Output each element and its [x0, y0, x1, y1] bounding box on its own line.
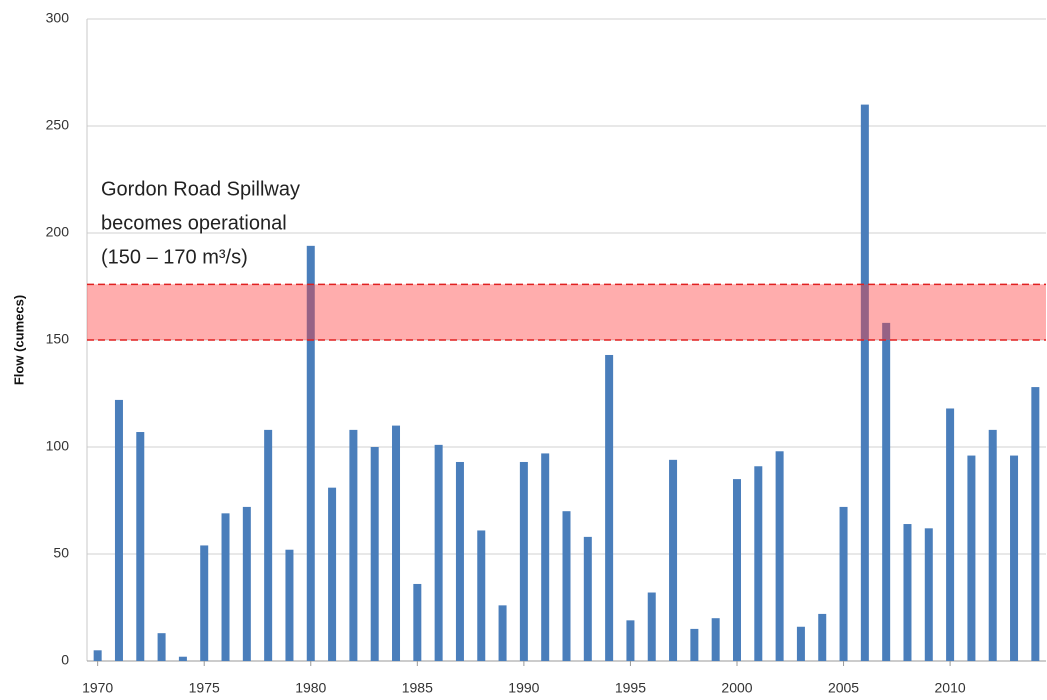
bar: [221, 513, 230, 661]
bar: [264, 429, 273, 661]
bar: [690, 628, 699, 661]
bar: [349, 429, 358, 661]
bar: [775, 451, 784, 661]
y-tick-label: 100: [46, 438, 70, 454]
bar: [1031, 387, 1040, 661]
x-tick-label: 1985: [402, 680, 433, 696]
bar: [626, 620, 635, 661]
bar: [178, 656, 187, 661]
bar: [157, 633, 166, 661]
bar: [455, 461, 464, 661]
bar: [647, 592, 656, 661]
x-tick-label: 2005: [828, 680, 859, 696]
bar: [669, 459, 678, 661]
bar: [541, 453, 550, 661]
x-tick-label: 2000: [721, 680, 752, 696]
bar: [583, 536, 592, 661]
bar: [711, 618, 720, 661]
y-tick-label: 150: [46, 331, 70, 347]
bar: [882, 322, 891, 661]
bar: [370, 447, 379, 661]
bar: [1010, 455, 1019, 661]
x-tick-label: 1975: [189, 680, 220, 696]
x-tick-label: 2010: [935, 680, 966, 696]
bar: [839, 506, 848, 661]
bar: [732, 479, 741, 661]
bar: [562, 511, 571, 661]
bar: [306, 245, 315, 661]
bar: [93, 650, 102, 661]
bar: [754, 466, 763, 661]
bar: [818, 613, 827, 661]
bar: [946, 408, 955, 661]
bar: [114, 399, 123, 661]
bar: [903, 524, 912, 661]
bar: [988, 429, 997, 661]
bar: [967, 455, 976, 661]
bar: [477, 530, 486, 661]
annotation: (150 – 170 m³/s): [101, 246, 248, 268]
y-tick-label: 250: [46, 117, 70, 133]
x-tick-label: 1980: [295, 680, 326, 696]
x-tick-label: 1970: [82, 680, 113, 696]
bar: [924, 528, 933, 661]
bar: [860, 104, 869, 662]
bar: [200, 545, 209, 661]
y-tick-label: 50: [53, 545, 69, 561]
bar: [498, 605, 507, 661]
y-tick-label: 300: [46, 10, 70, 26]
bar: [413, 583, 422, 661]
spillway-band: [87, 284, 1046, 340]
bar: [285, 549, 294, 661]
bar: [328, 487, 337, 661]
bar: [605, 354, 614, 661]
annotation: becomes operational: [101, 212, 287, 234]
bar: [519, 461, 528, 661]
x-tick-label: 1990: [508, 680, 539, 696]
y-tick-label: 200: [46, 224, 70, 240]
bar: [796, 626, 805, 661]
annotation: Gordon Road Spillway: [101, 178, 300, 200]
bar: [392, 425, 401, 661]
x-tick-label: 1995: [615, 680, 646, 696]
y-tick-label: 0: [61, 652, 69, 668]
y-axis-label: Flow (cumecs): [11, 295, 26, 385]
bar: [434, 444, 443, 661]
bar: [136, 432, 145, 661]
bar: [242, 506, 251, 661]
